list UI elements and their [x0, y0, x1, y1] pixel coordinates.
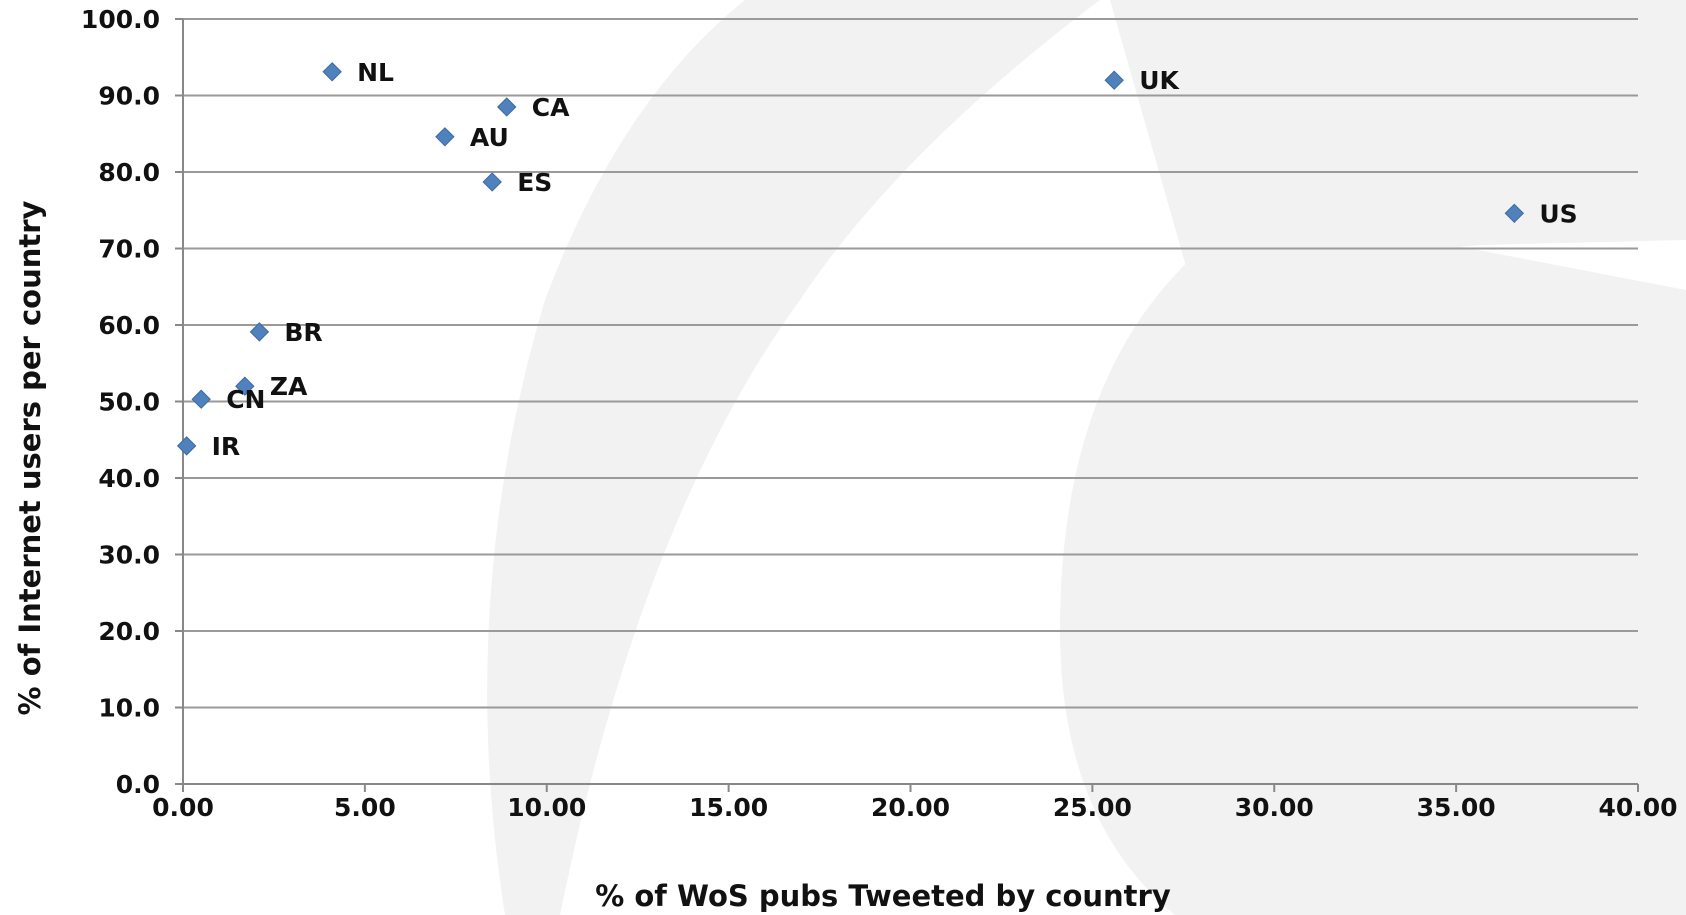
x-tick-label: 20.00: [871, 793, 950, 822]
data-point-ca: [497, 97, 517, 117]
x-tick-label: 10.00: [507, 793, 586, 822]
data-point-za: [235, 376, 255, 396]
x-tick-label: 0.00: [152, 793, 214, 822]
background-watermark: [487, 0, 1686, 915]
data-label-es: ES: [517, 168, 552, 197]
data-label-nl: NL: [357, 58, 394, 87]
y-axis-title: % of Internet users per country: [13, 200, 47, 715]
y-tick-label: 90.0: [98, 82, 160, 111]
x-tick-label: 40.00: [1598, 793, 1677, 822]
data-label-ca: CA: [532, 93, 570, 122]
y-tick-label: 30.0: [98, 541, 160, 570]
x-axis-title: % of WoS pubs Tweeted by country: [595, 879, 1171, 913]
data-point-ir: [176, 436, 197, 456]
y-tick-label: 10.0: [98, 694, 160, 723]
axes: [175, 18, 1639, 792]
data-point-uk: [1104, 70, 1124, 90]
x-tick-label: 15.00: [689, 793, 768, 822]
data-label-za: ZA: [270, 372, 308, 401]
data-label-uk: UK: [1139, 66, 1180, 95]
y-tick-label: 50.0: [98, 388, 160, 417]
y-tick-label: 20.0: [98, 617, 160, 646]
data-label-ir: IR: [212, 432, 241, 461]
data-point-nl: [322, 62, 342, 82]
data-label-cn: CN: [226, 385, 265, 414]
tick-labels: 0.0 10.0 20.0 30.0 40.0 50.0 60.0 70.0 80.0 90.0 1…: [81, 5, 1678, 822]
gridlines: [183, 18, 1638, 709]
x-tick-label: 5.00: [334, 793, 396, 822]
y-tick-label: 40.0: [98, 464, 160, 493]
y-tick-label: 60.0: [98, 311, 160, 340]
data-label-us: US: [1539, 199, 1577, 228]
y-tick-label: 80.0: [98, 158, 160, 187]
data-point-us: [1504, 203, 1525, 224]
y-tick-label: 0.0: [116, 770, 160, 799]
data-label-br: BR: [284, 318, 322, 347]
data-label-au: AU: [470, 123, 509, 152]
y-tick-label: 100.0: [81, 5, 160, 34]
y-tick-label: 70.0: [98, 235, 160, 264]
x-tick-label: 35.00: [1417, 793, 1496, 822]
x-tick-label: 30.00: [1235, 793, 1314, 822]
x-tick-label: 25.00: [1053, 793, 1132, 822]
data-point-au: [435, 127, 455, 147]
data-point-es: [482, 172, 502, 192]
data-point-cn: [191, 389, 211, 409]
data-point-br: [249, 322, 270, 342]
